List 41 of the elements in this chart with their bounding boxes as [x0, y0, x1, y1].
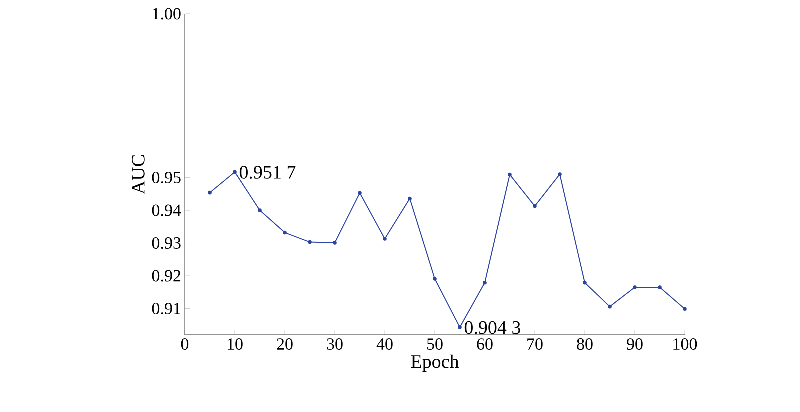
- point: [633, 286, 637, 290]
- x-tick-label: 50: [427, 338, 443, 350]
- x-tick-label: 10: [228, 338, 243, 350]
- point: [233, 170, 237, 174]
- point: [333, 241, 337, 245]
- point: [508, 172, 512, 177]
- y-tick-label: 0.95: [152, 172, 181, 184]
- y-axis-title: AUC: [132, 155, 145, 194]
- point: [308, 240, 312, 244]
- x-tick-label: 80: [577, 338, 593, 350]
- point: [483, 281, 487, 285]
- y-tick-label: 0.93: [152, 238, 181, 250]
- x-axis-title: Epoch: [411, 354, 460, 372]
- x-tick-label: 90: [627, 338, 643, 350]
- x-tick-label: 60: [477, 338, 493, 350]
- x-tick-label: 100: [674, 338, 698, 350]
- y-tick-label: 1.00: [153, 8, 181, 20]
- point: [683, 307, 687, 312]
- point: [608, 304, 612, 309]
- point: [383, 237, 387, 241]
- x-tick-label: 40: [376, 338, 393, 350]
- x-tick-label: 20: [277, 338, 293, 350]
- point: [533, 204, 537, 208]
- annotation: 0.904 3: [464, 321, 520, 334]
- point: [583, 281, 587, 285]
- point: [458, 326, 462, 330]
- annotation: 0.951 7: [240, 166, 296, 179]
- point: [408, 196, 412, 201]
- point: [283, 230, 287, 235]
- point: [208, 190, 212, 195]
- point: [433, 277, 437, 281]
- x-tick-label: 70: [528, 338, 543, 350]
- point: [358, 191, 362, 196]
- point: [658, 286, 662, 290]
- y-tick-label: 0.94: [152, 204, 182, 216]
- y-tick-label: 0.91: [152, 303, 180, 315]
- x-tick-label: 30: [327, 338, 343, 350]
- y-tick-label: 0.92: [152, 270, 181, 282]
- point: [558, 172, 562, 176]
- point: [258, 208, 262, 212]
- x-tick-label: 0: [181, 338, 189, 350]
